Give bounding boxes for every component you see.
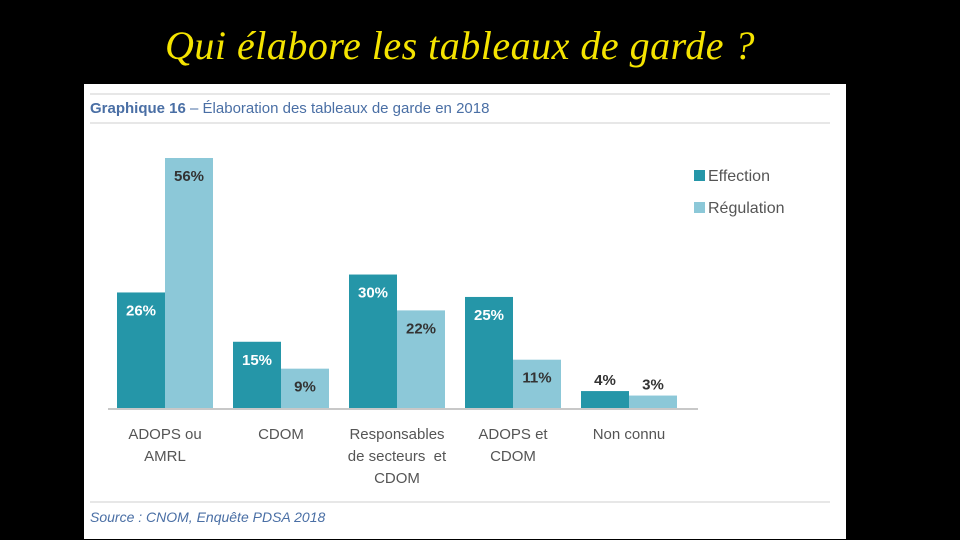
category-label-line: CDOM (258, 426, 304, 443)
category-label-line: ADOPS et (478, 426, 548, 443)
category-label-line: Non connu (593, 426, 666, 443)
category-label-2: CDOM (258, 426, 304, 443)
figure-panel: Graphique 16 – Élaboration des tableaux … (84, 84, 846, 539)
legend-label-effection: Effection (708, 168, 770, 185)
figure-caption-label: Graphique 16 (90, 100, 186, 117)
figure-caption-text: Élaboration des tableaux de garde en 201… (203, 100, 490, 117)
category-label-line: CDOM (490, 448, 536, 465)
category-label-line: AMRL (144, 448, 186, 465)
bar-regulation-5 (629, 395, 677, 409)
bar-effection-1 (117, 292, 165, 409)
category-label-line: Responsables (349, 426, 444, 443)
data-label-regulation-4: 11% (522, 370, 551, 387)
data-label-effection-3: 30% (358, 285, 388, 302)
figure-caption-separator: – (186, 100, 203, 117)
data-label-regulation-3: 22% (406, 320, 436, 337)
data-label-regulation-2: 9% (294, 379, 316, 396)
bar-effection-5 (581, 391, 629, 409)
legend-swatch-regulation (694, 202, 705, 213)
category-label-line: CDOM (374, 470, 420, 487)
data-label-regulation-1: 56% (174, 168, 204, 185)
category-label-3: Responsables de secteurs et CDOM (348, 426, 447, 487)
category-labels-group: ADOPS ou AMRL CDOM Responsables de secteurs … (128, 426, 665, 487)
category-label-line: ADOPS ou (128, 426, 201, 443)
legend-label-regulation: Régulation (708, 200, 785, 217)
data-label-effection-1: 26% (126, 302, 156, 319)
slide-title: Qui élabore les tableaux de garde ? (165, 23, 755, 68)
bar-effection-2 (233, 341, 281, 409)
data-label-effection-5: 4% (594, 372, 616, 389)
bar-effection-4 (465, 296, 513, 409)
bar-chart: Graphique 16 – Élaboration des tableaux … (90, 93, 830, 525)
bar-regulation-1 (165, 158, 213, 409)
bar-regulation-3 (397, 310, 445, 409)
data-label-effection-4: 25% (474, 307, 504, 324)
legend-swatch-effection (694, 170, 705, 181)
category-label-line: de secteurs et (348, 448, 447, 465)
bar-regulation-2 (281, 368, 329, 409)
legend: Effection Régulation (694, 168, 785, 217)
category-label-1: ADOPS ou AMRL (128, 426, 201, 465)
bar-regulation-4 (513, 359, 561, 409)
category-label-4: ADOPS et CDOM (478, 426, 548, 465)
data-label-regulation-5: 3% (642, 377, 664, 394)
bar-effection-3 (349, 274, 397, 409)
figure-caption: Graphique 16 – Élaboration des tableaux … (90, 100, 489, 117)
figure-source: Source : CNOM, Enquête PDSA 2018 (90, 509, 325, 525)
category-label-5: Non connu (593, 426, 666, 443)
data-label-effection-2: 15% (242, 352, 272, 369)
bars-group: 26% 56% 15% 9% 30% 22% 25% 11% 4% 3% (117, 158, 677, 409)
